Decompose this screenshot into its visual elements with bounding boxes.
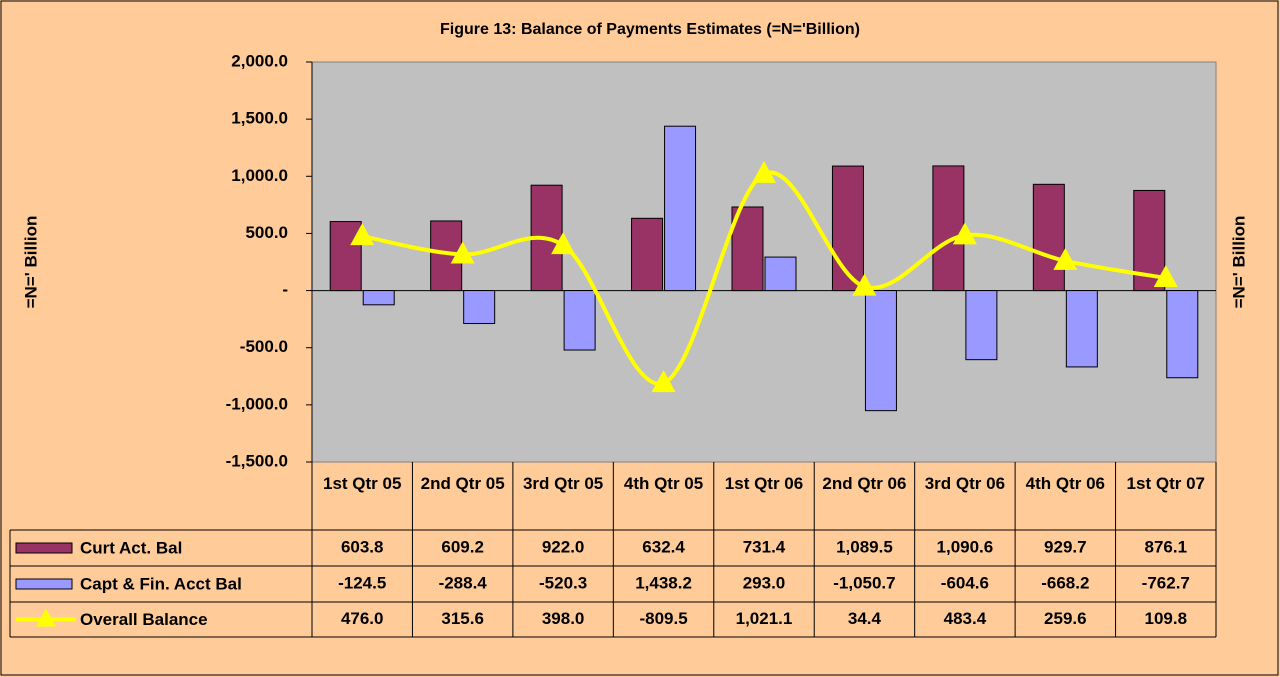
- y-tick-label: 1,500.0: [231, 109, 288, 128]
- table-cell: -124.5: [338, 573, 386, 592]
- table-cell: 1,438.2: [635, 573, 692, 592]
- bar: [664, 125, 697, 292]
- marker: [450, 241, 475, 264]
- table-cell: 293.0: [743, 573, 786, 592]
- table-cell: 609.2: [441, 537, 484, 556]
- bar: [1032, 183, 1065, 292]
- legend-label: Curt Act. Bal: [80, 538, 182, 557]
- table-cell: 476.0: [341, 609, 384, 628]
- bar: [965, 290, 998, 361]
- table-cell: 632.4: [642, 537, 685, 556]
- x-tick-label: 1st Qtr 07: [1126, 474, 1205, 493]
- table-cell: 1,021.1: [736, 609, 793, 628]
- table-cell: 876.1: [1145, 537, 1188, 556]
- table-cell: -809.5: [639, 609, 687, 628]
- table-cell: -288.4: [439, 573, 488, 592]
- bar: [563, 290, 596, 351]
- marker: [350, 223, 375, 246]
- legend-key: [15, 542, 73, 554]
- line: [361, 170, 1167, 386]
- y-tick-label: -1,500.0: [226, 451, 288, 470]
- table-cell: -604.6: [941, 573, 989, 592]
- y-axis-label: =N=' Billion: [21, 216, 40, 309]
- table-cell: -668.2: [1041, 573, 1089, 592]
- table-cell: 34.4: [848, 609, 882, 628]
- legend-key: [36, 608, 56, 627]
- legend-label: Overall Balance: [80, 610, 208, 629]
- bar: [1166, 290, 1199, 379]
- table-cell: -762.7: [1142, 573, 1190, 592]
- table-cell: 1,089.5: [836, 537, 893, 556]
- bar: [864, 290, 897, 412]
- x-tick-label: 2nd Qtr 06: [822, 474, 907, 493]
- x-tick-label: 1st Qtr 06: [724, 474, 804, 493]
- bar: [1065, 290, 1098, 368]
- x-tick-label: 3rd Qtr 06: [924, 474, 1006, 493]
- chart-title: Figure 13: Balance of Payments Estimates…: [440, 21, 860, 38]
- table-cell: 315.6: [441, 609, 484, 628]
- x-tick-label: 4th Qtr 05: [623, 474, 704, 493]
- table-cell: 398.0: [542, 609, 585, 628]
- bar: [831, 165, 864, 292]
- marker: [1053, 247, 1078, 270]
- marker: [551, 232, 576, 255]
- bar: [329, 221, 362, 292]
- table-cell: -1,050.7: [833, 573, 895, 592]
- y-tick-label: -1,000.0: [226, 394, 288, 413]
- table-cell: 483.4: [944, 609, 987, 628]
- y-tick-label: 2,000.0: [231, 51, 288, 70]
- marker: [1153, 265, 1178, 288]
- marker: [852, 273, 877, 296]
- bar: [932, 165, 965, 292]
- marker: [651, 370, 676, 393]
- bar: [463, 290, 496, 325]
- x-tick-label: 4th Qtr 06: [1025, 474, 1105, 493]
- y-tick-label: 1,000.0: [231, 166, 288, 185]
- y-tick-label: -500.0: [240, 337, 288, 356]
- table-cell: -520.3: [539, 573, 587, 592]
- y2-axis-label: =N=' Billion: [1229, 216, 1248, 309]
- table-cell: 109.8: [1145, 609, 1188, 628]
- bar: [362, 290, 395, 306]
- x-tick-label: 3rd Qtr 05: [522, 474, 604, 493]
- table-cell: 259.6: [1044, 609, 1087, 628]
- legend-key: [15, 578, 73, 590]
- marker: [952, 222, 977, 245]
- table-cell: 929.7: [1044, 537, 1087, 556]
- table-cell: 731.4: [743, 537, 786, 556]
- table-cell: 922.0: [542, 537, 585, 556]
- table-cell: 603.8: [341, 537, 384, 556]
- bar: [764, 256, 797, 292]
- y-tick-label: 500.0: [245, 223, 288, 242]
- legend-label: Capt & Fin. Acct Bal: [80, 574, 242, 593]
- x-tick-label: 2nd Qtr 05: [420, 474, 505, 493]
- table-cell: 1,090.6: [937, 537, 994, 556]
- bar: [631, 217, 664, 292]
- marker: [752, 160, 776, 183]
- y-tick-label: -: [282, 280, 288, 299]
- x-tick-label: 1st Qtr 05: [323, 474, 402, 493]
